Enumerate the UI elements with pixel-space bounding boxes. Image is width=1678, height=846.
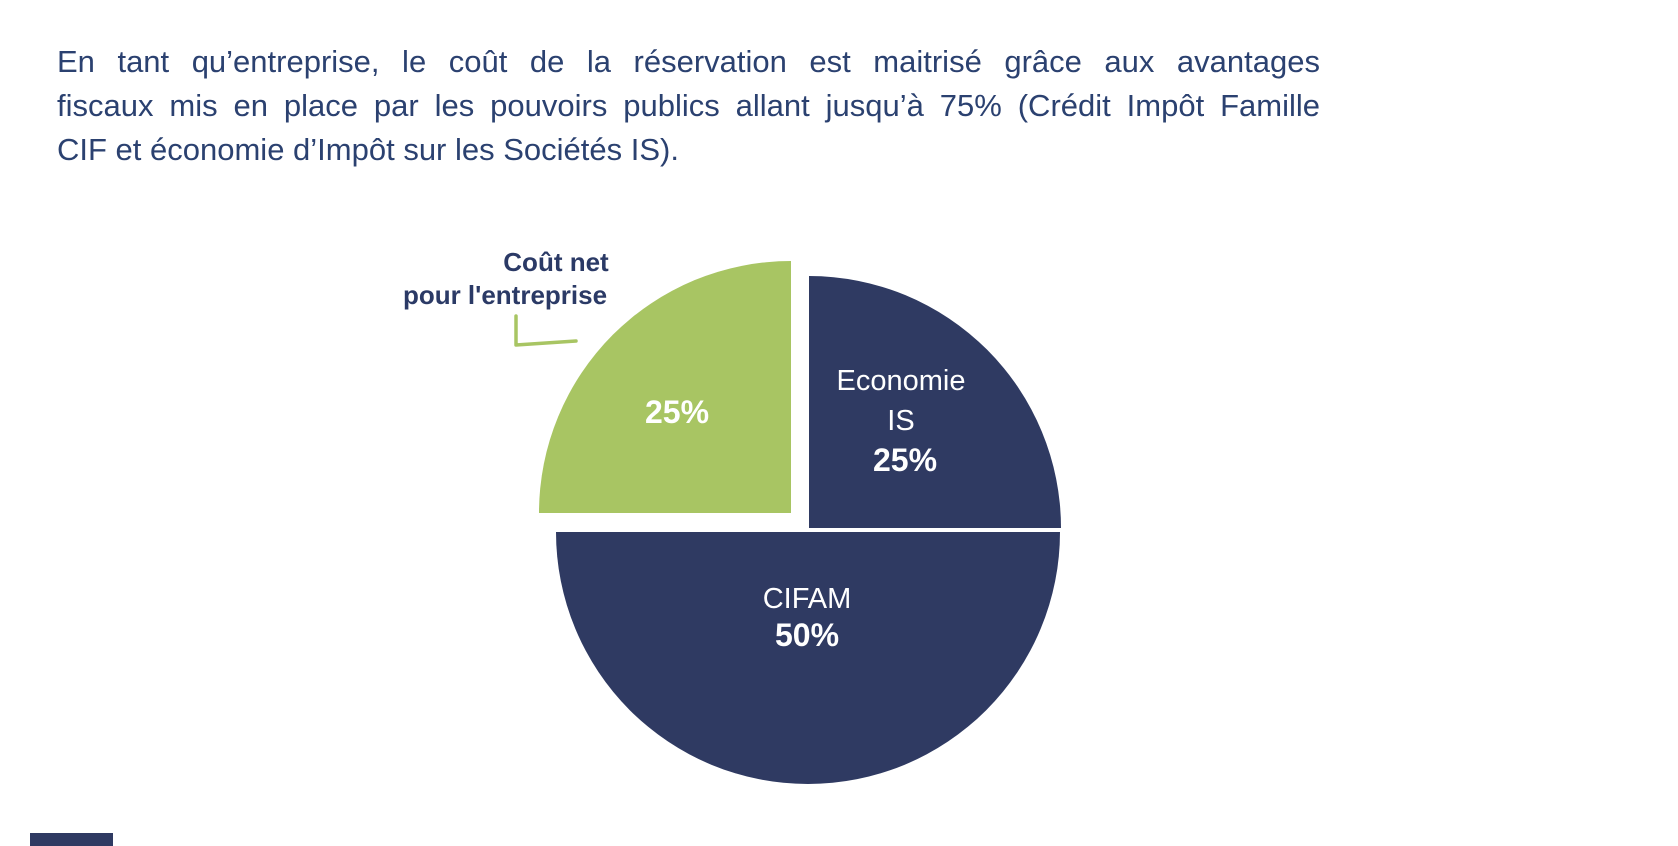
callout-cout-net-line2: pour l'entreprise xyxy=(403,280,607,310)
label-cifam-pct: 50% xyxy=(775,617,839,653)
pie-slice-cout-net xyxy=(539,261,791,513)
pie-slice-cifam xyxy=(556,532,1060,784)
intro-line-2: fiscaux mis en place par les pouvoirs pu… xyxy=(57,88,1320,123)
label-economie: Economie xyxy=(837,365,966,397)
label-is: IS xyxy=(887,405,914,437)
intro-line-3: CIF et économie d’Impôt sur les Sociétés… xyxy=(57,132,679,167)
label-economie-pct: 25% xyxy=(873,442,937,478)
pie-slice-economie-is xyxy=(809,276,1061,528)
intro-line-1: En tant qu’entreprise, le coût de la rés… xyxy=(57,44,1320,79)
bottom-left-bar xyxy=(30,833,113,846)
label-cout-net-pct: 25% xyxy=(645,394,709,430)
callout-cout-net-line1: Coût net xyxy=(503,247,609,277)
callout-leader-line xyxy=(514,314,578,347)
intro-paragraph: En tant qu’entreprise, le coût de la rés… xyxy=(57,40,1320,172)
label-cifam: CIFAM xyxy=(763,583,852,615)
